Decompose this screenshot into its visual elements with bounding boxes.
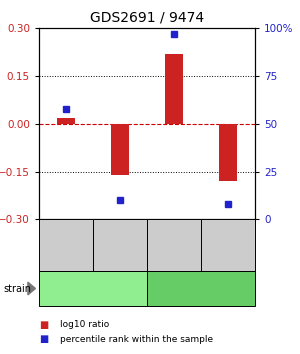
Text: strain: strain — [3, 284, 31, 293]
Text: wild type: wild type — [72, 284, 114, 293]
Text: ■: ■ — [39, 320, 48, 330]
Title: GDS2691 / 9474: GDS2691 / 9474 — [90, 10, 204, 24]
Text: percentile rank within the sample: percentile rank within the sample — [60, 335, 213, 344]
Text: GSM176606: GSM176606 — [61, 219, 70, 271]
Bar — [56, 118, 76, 124]
Bar — [165, 54, 184, 124]
Text: log10 ratio: log10 ratio — [60, 320, 109, 330]
Polygon shape — [28, 282, 35, 295]
Text: GSM175765: GSM175765 — [224, 220, 232, 270]
Text: dominant negative: dominant negative — [158, 284, 244, 293]
Text: GSM176611: GSM176611 — [116, 220, 124, 270]
Text: GSM175764: GSM175764 — [169, 220, 178, 270]
Text: ■: ■ — [39, 334, 48, 344]
Bar — [219, 124, 238, 181]
Bar — [111, 124, 130, 175]
